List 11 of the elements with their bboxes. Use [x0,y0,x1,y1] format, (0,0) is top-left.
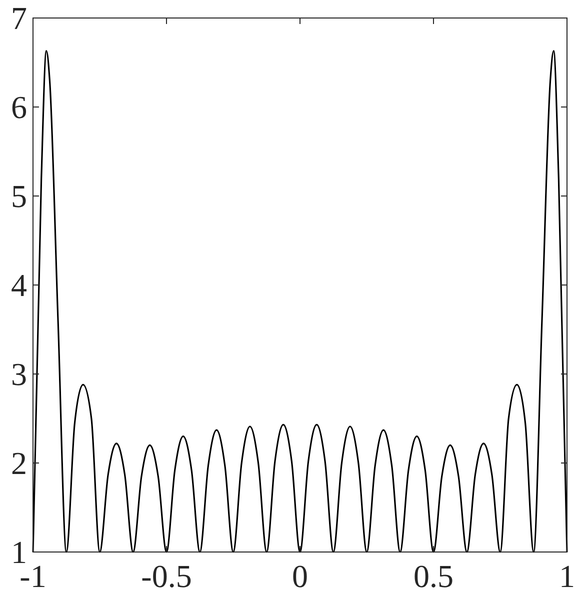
y-tick-label: 5 [11,178,27,214]
x-tick-label: 0.5 [414,558,454,594]
y-tick-label: 2 [11,445,27,482]
x-tick-label: 1 [559,558,575,594]
x-tick-label: -0.5 [141,558,192,594]
y-tick-label: 7 [11,0,27,36]
y-tick-label: 3 [11,356,27,392]
line-series [32,50,568,553]
x-tick-label: 0 [292,558,308,594]
y-tick-label: 4 [11,267,27,304]
y-tick-label: 6 [11,89,27,126]
